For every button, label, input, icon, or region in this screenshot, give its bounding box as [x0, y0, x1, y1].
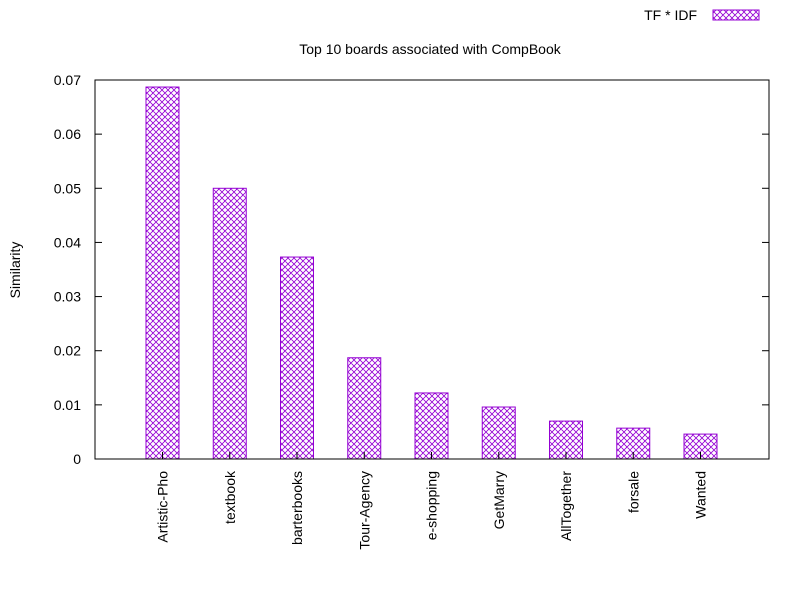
legend-label: TF * IDF — [644, 7, 697, 23]
legend: TF * IDF — [644, 7, 760, 23]
x-tick-label: Artistic-Pho — [155, 471, 171, 543]
bar — [347, 357, 382, 460]
y-axis-ticks: 0 0.01 0.02 0.03 0.04 0.05 0.06 0.07 — [54, 72, 769, 467]
bar — [280, 256, 314, 460]
y-tick-label: 0.05 — [54, 180, 81, 196]
x-axis-tick-labels: Artistic-Pho textbook barterbooks Tour-Agen… — [155, 452, 709, 550]
y-tick-label: 0.02 — [54, 343, 81, 359]
chart-title: Top 10 boards associated with CompBook — [299, 41, 561, 57]
x-tick-label: forsale — [625, 471, 641, 513]
y-tick-label: 0.03 — [54, 289, 81, 305]
x-tick-label: GetMarry — [491, 471, 507, 529]
x-tick-label: e-shopping — [424, 471, 440, 540]
bar — [481, 406, 516, 460]
y-tick-label: 0.01 — [54, 397, 81, 413]
x-tick-label: barterbooks — [289, 471, 305, 545]
bar — [145, 86, 180, 460]
x-tick-label: AllTogether — [558, 471, 574, 541]
legend-swatch — [712, 9, 760, 21]
plot-frame — [94, 79, 770, 460]
x-tick-label: Tour-Agency — [356, 471, 372, 550]
y-tick-label: 0.04 — [54, 234, 81, 250]
bars — [145, 86, 718, 460]
bar — [212, 187, 247, 460]
y-axis-label: Similarity — [7, 242, 23, 299]
y-tick-label: 0.07 — [54, 72, 81, 88]
bar — [414, 392, 449, 460]
x-tick-label: Wanted — [693, 471, 709, 519]
x-tick-label: textbook — [222, 470, 238, 524]
y-tick-label: 0.06 — [54, 126, 81, 142]
y-tick-label: 0 — [73, 451, 81, 467]
